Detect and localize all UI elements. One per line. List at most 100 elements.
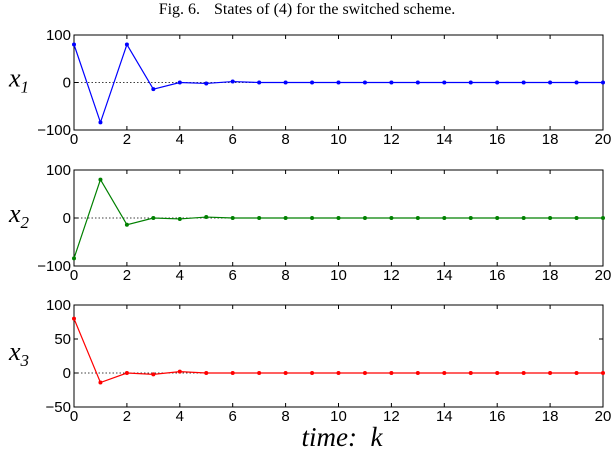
data-point <box>468 80 473 85</box>
data-point <box>283 371 288 375</box>
x-tick-label: 8 <box>281 408 289 425</box>
data-point <box>389 371 394 375</box>
y-tick-label: −100 <box>37 122 71 139</box>
data-point <box>257 216 262 220</box>
x-tick-label: 4 <box>176 131 184 148</box>
x-tick-label: 6 <box>229 267 237 284</box>
data-point <box>548 80 553 85</box>
data-point <box>151 372 156 377</box>
x-tick-label: 6 <box>229 131 237 148</box>
data-point <box>257 371 262 375</box>
data-point <box>415 80 420 85</box>
data-point <box>72 316 76 321</box>
x-tick-label: 18 <box>542 408 559 425</box>
data-point <box>230 216 235 220</box>
x-tick-label: 0 <box>70 408 78 425</box>
x-tick-label: 16 <box>489 267 506 284</box>
data-point <box>468 371 473 375</box>
x-tick-label: 6 <box>229 408 237 425</box>
data-point <box>521 371 526 375</box>
x-tick-label: 10 <box>330 267 347 284</box>
data-point <box>362 80 367 85</box>
x-tick-label: 0 <box>70 131 78 148</box>
y-axis-label: x3 <box>8 337 29 370</box>
x-tick-label: 16 <box>489 408 506 425</box>
data-point <box>283 216 288 220</box>
data-point <box>124 371 129 375</box>
data-point <box>72 42 76 47</box>
y-tick-label: 50 <box>54 331 71 348</box>
y-tick-label: 100 <box>46 162 71 179</box>
data-point <box>601 371 605 375</box>
data-point <box>468 216 473 220</box>
x-tick-label: 2 <box>123 408 131 425</box>
data-point <box>495 216 500 220</box>
data-point <box>204 81 209 86</box>
x-tick-label: 14 <box>436 408 453 425</box>
data-point <box>495 80 500 85</box>
x-tick-label: 18 <box>542 131 559 148</box>
data-point <box>521 216 526 220</box>
data-point <box>601 80 605 85</box>
data-point <box>310 80 315 85</box>
data-point <box>204 215 209 220</box>
data-point <box>72 256 76 261</box>
data-point <box>442 216 447 220</box>
y-axis-label: x1 <box>8 64 29 97</box>
x-tick-label: 14 <box>436 131 453 148</box>
x-tick-label: 2 <box>123 131 131 148</box>
caption-text: States of (4) for the switched scheme. <box>214 1 456 18</box>
data-point <box>362 371 367 375</box>
x-tick-label: 0 <box>70 267 78 284</box>
y-tick-label: −100 <box>37 258 71 275</box>
data-point <box>521 80 526 85</box>
data-point <box>442 371 447 375</box>
axes-box <box>73 304 604 408</box>
data-point <box>98 177 103 182</box>
x-tick-label: 10 <box>330 408 347 425</box>
x-tick-label: 14 <box>436 267 453 284</box>
data-point <box>574 216 579 220</box>
x-tick-label: 20 <box>595 267 612 284</box>
data-point <box>230 371 235 375</box>
data-point <box>177 369 182 374</box>
y-tick-label: 0 <box>63 75 71 92</box>
data-point <box>548 216 553 220</box>
data-point <box>177 216 182 221</box>
data-point <box>389 216 394 220</box>
x-tick-label: 8 <box>281 267 289 284</box>
data-point <box>442 80 447 85</box>
data-point <box>415 371 420 375</box>
data-point <box>601 216 605 220</box>
caption-label: Fig. 6. <box>158 1 201 18</box>
y-tick-label: 0 <box>63 210 71 227</box>
data-point <box>151 216 156 220</box>
x-tick-label: 12 <box>383 267 400 284</box>
data-point <box>283 80 288 85</box>
data-point <box>310 216 315 220</box>
x-tick-label: 12 <box>383 131 400 148</box>
y-tick-label: 100 <box>46 297 71 314</box>
data-point <box>336 216 341 220</box>
x-tick-label: 16 <box>489 131 506 148</box>
x-tick-label: 20 <box>595 131 612 148</box>
x-axis-label: time: k <box>302 422 384 452</box>
x-tick-label: 2 <box>123 267 131 284</box>
data-point <box>574 80 579 85</box>
data-point <box>230 79 235 84</box>
data-point <box>574 371 579 375</box>
figure-caption: Fig. 6. States of (4) for the switched sc… <box>0 1 614 19</box>
data-point <box>124 222 129 227</box>
data-point <box>310 371 315 375</box>
y-tick-label: 0 <box>63 365 71 382</box>
data-point <box>336 371 341 375</box>
data-point <box>257 80 262 85</box>
x-tick-label: 8 <box>281 131 289 148</box>
data-point <box>548 371 553 375</box>
y-tick-label: −50 <box>46 399 71 416</box>
data-point <box>362 216 367 220</box>
